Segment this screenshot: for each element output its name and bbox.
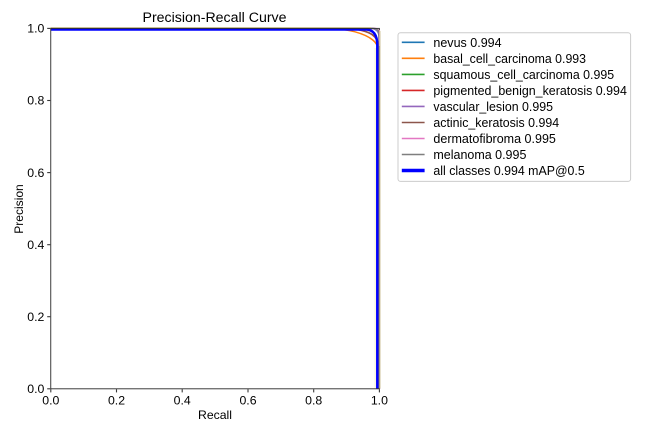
svg-text:1.0: 1.0	[371, 394, 388, 408]
svg-text:0.0: 0.0	[42, 394, 59, 408]
svg-text:0.2: 0.2	[27, 310, 44, 324]
svg-text:Recall: Recall	[198, 408, 232, 422]
svg-text:0.2: 0.2	[108, 394, 125, 408]
svg-text:basal_cell_carcinoma 0.993: basal_cell_carcinoma 0.993	[433, 51, 586, 66]
svg-text:all classes 0.994 mAP@0.5: all classes 0.994 mAP@0.5	[433, 163, 584, 178]
svg-text:squamous_cell_carcinoma 0.995: squamous_cell_carcinoma 0.995	[433, 67, 614, 82]
svg-text:0.0: 0.0	[27, 382, 44, 396]
svg-text:0.4: 0.4	[174, 394, 191, 408]
svg-text:Precision: Precision	[12, 184, 26, 234]
svg-text:0.8: 0.8	[27, 94, 44, 108]
svg-text:dermatofibroma 0.995: dermatofibroma 0.995	[433, 131, 556, 146]
svg-text:1.0: 1.0	[27, 22, 44, 36]
svg-text:0.6: 0.6	[27, 166, 44, 180]
svg-text:nevus 0.994: nevus 0.994	[433, 35, 501, 50]
svg-text:pigmented_benign_keratosis 0.9: pigmented_benign_keratosis 0.994	[433, 83, 627, 98]
svg-text:melanoma 0.995: melanoma 0.995	[433, 147, 526, 162]
svg-text:actinic_keratosis 0.994: actinic_keratosis 0.994	[433, 115, 559, 130]
svg-text:0.8: 0.8	[305, 394, 322, 408]
svg-text:vascular_lesion 0.995: vascular_lesion 0.995	[433, 99, 553, 114]
svg-text:Precision-Recall Curve: Precision-Recall Curve	[143, 10, 287, 26]
svg-text:0.4: 0.4	[27, 238, 44, 252]
svg-text:0.6: 0.6	[239, 394, 256, 408]
